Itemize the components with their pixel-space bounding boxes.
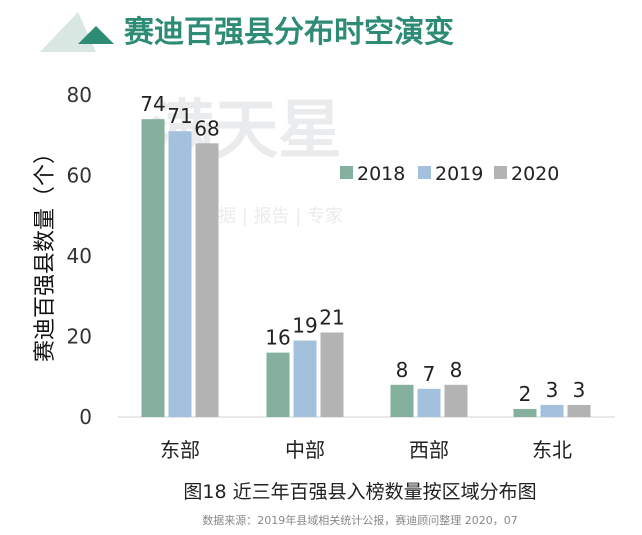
bar-2020-东部 bbox=[195, 143, 219, 418]
chart-caption: 图18 近三年百强县入榜数量按区域分布图 bbox=[183, 481, 536, 503]
data-label: 21 bbox=[319, 305, 344, 329]
category-label: 西部 bbox=[409, 438, 449, 462]
bar-2018-西部 bbox=[390, 384, 414, 417]
y-axis-label: 赛迪百强县数量（个） bbox=[33, 142, 58, 362]
header-decor-triangle-dark bbox=[78, 26, 114, 44]
source-note: 数据来源：2019年县域相关统计公报，赛迪顾问整理 2020，07 bbox=[202, 513, 517, 527]
data-label: 7 bbox=[423, 362, 436, 386]
header-decor-triangle-light bbox=[40, 12, 96, 52]
data-label: 3 bbox=[546, 378, 559, 402]
category-label: 东部 bbox=[160, 438, 200, 462]
data-label: 19 bbox=[292, 314, 317, 338]
legend-label: 2019 bbox=[435, 163, 483, 185]
bar-2020-东北 bbox=[567, 404, 591, 417]
data-label: 16 bbox=[265, 326, 290, 350]
header-banner: 赛迪百强县分布时空演变 bbox=[40, 12, 454, 52]
legend: 2018 2019 2020 bbox=[340, 163, 559, 185]
bar-2019-东部 bbox=[168, 131, 192, 417]
bar-2020-中部 bbox=[320, 332, 344, 417]
legend-swatch-2019 bbox=[418, 166, 431, 179]
data-label: 8 bbox=[450, 358, 463, 382]
data-label: 68 bbox=[194, 116, 219, 140]
data-label: 74 bbox=[140, 92, 165, 116]
data-label: 8 bbox=[396, 358, 409, 382]
bar-2018-中部 bbox=[266, 352, 290, 417]
y-tick-label: 40 bbox=[67, 244, 92, 268]
watermark-sub: 数据 | 报告 | 专家 bbox=[200, 206, 343, 227]
bar-2019-东北 bbox=[540, 404, 564, 417]
data-label: 71 bbox=[167, 104, 192, 128]
bar-2019-中部 bbox=[293, 340, 317, 417]
legend-label: 2020 bbox=[511, 163, 559, 185]
legend-swatch-2018 bbox=[340, 166, 353, 179]
data-label: 2 bbox=[519, 382, 532, 406]
y-tick-label: 20 bbox=[67, 325, 92, 349]
data-label: 3 bbox=[573, 378, 586, 402]
bar-2019-西部 bbox=[417, 388, 441, 417]
bar-2018-东部 bbox=[141, 119, 165, 418]
y-axis-ticks: 0 20 40 60 80 bbox=[67, 83, 92, 429]
bar-2018-东北 bbox=[513, 408, 537, 417]
bars bbox=[141, 119, 591, 418]
bar-2020-西部 bbox=[444, 384, 468, 417]
legend-swatch-2020 bbox=[494, 166, 507, 179]
category-label: 东北 bbox=[532, 438, 572, 462]
y-tick-label: 0 bbox=[79, 405, 92, 429]
y-tick-label: 60 bbox=[67, 164, 92, 188]
y-tick-label: 80 bbox=[67, 83, 92, 107]
category-labels: 东部 中部 西部 东北 bbox=[160, 438, 572, 462]
page-title: 赛迪百强县分布时空演变 bbox=[124, 15, 454, 50]
category-label: 中部 bbox=[285, 438, 325, 462]
legend-label: 2018 bbox=[357, 163, 405, 185]
